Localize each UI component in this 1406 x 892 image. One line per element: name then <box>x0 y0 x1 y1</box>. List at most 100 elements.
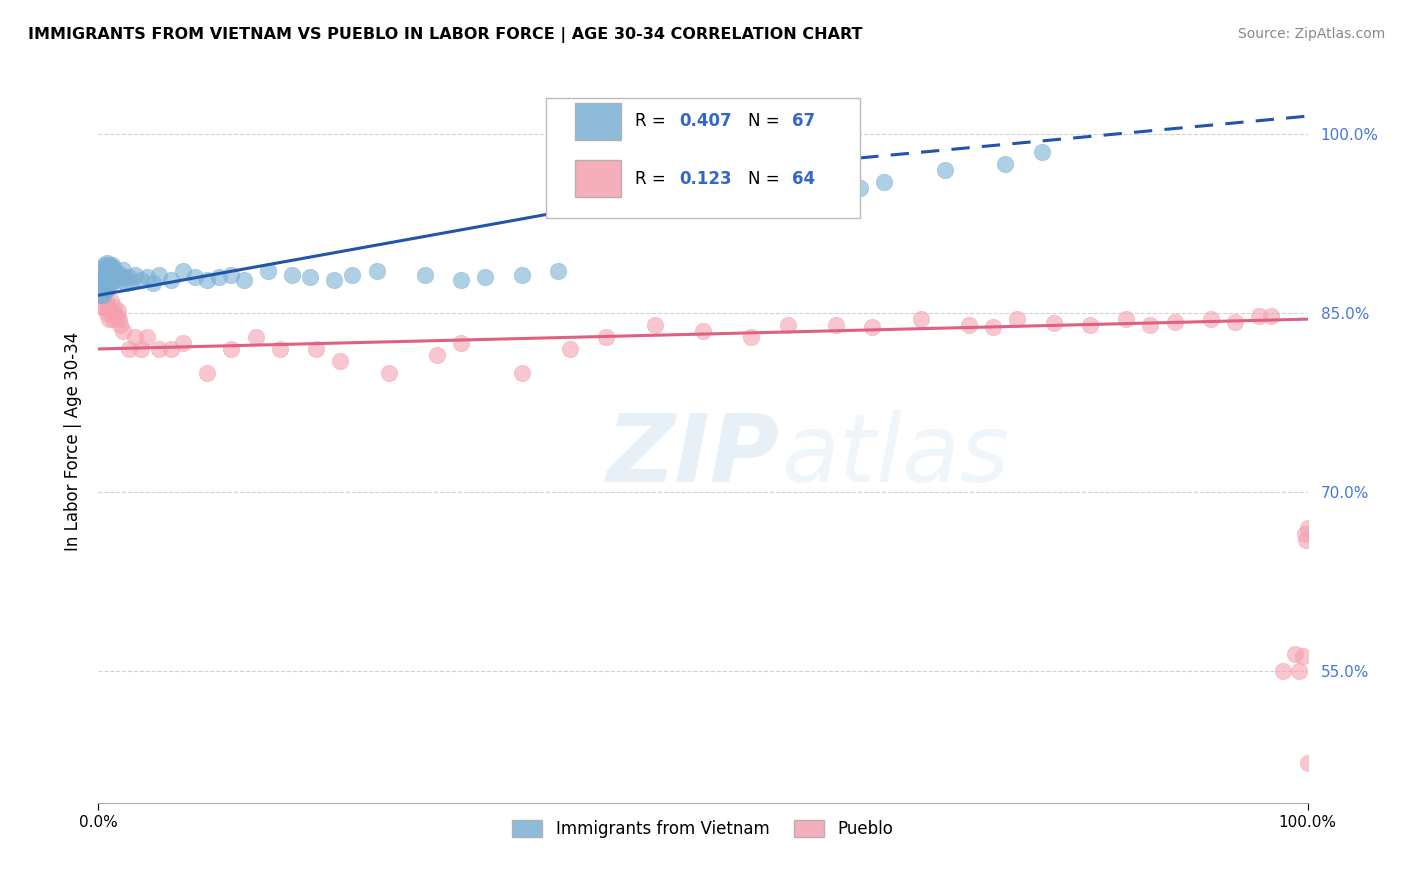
Point <box>96 306 118 320</box>
Point <box>97 263 120 277</box>
Point <box>94 273 117 287</box>
Point <box>305 342 328 356</box>
Point <box>91 264 114 278</box>
Point <box>873 175 896 189</box>
Point <box>1288 665 1310 679</box>
Point <box>910 312 932 326</box>
Legend: Immigrants from Vietnam, Pueblo: Immigrants from Vietnam, Pueblo <box>506 814 900 845</box>
Point <box>98 259 121 273</box>
Point <box>115 277 138 291</box>
Point <box>172 336 194 351</box>
Point <box>100 294 122 309</box>
Point <box>148 268 170 282</box>
Point <box>377 366 399 380</box>
Point <box>957 318 980 332</box>
Point <box>103 300 125 314</box>
Text: N =: N = <box>748 112 785 130</box>
Text: Source: ZipAtlas.com: Source: ZipAtlas.com <box>1237 27 1385 41</box>
Point <box>450 273 472 287</box>
Point <box>111 263 134 277</box>
Point <box>94 294 117 309</box>
Point <box>124 268 146 282</box>
Point <box>160 342 183 356</box>
Point <box>142 277 165 291</box>
Point <box>1078 318 1101 332</box>
Point <box>1139 318 1161 332</box>
Y-axis label: In Labor Force | Age 30-34: In Labor Force | Age 30-34 <box>63 332 82 551</box>
Point <box>90 288 112 302</box>
Point <box>269 342 291 356</box>
Point <box>100 306 122 320</box>
Point <box>1284 647 1306 661</box>
Point <box>148 342 170 356</box>
Point <box>776 318 799 332</box>
Point <box>1007 312 1029 326</box>
Point <box>413 268 436 282</box>
Point <box>860 320 883 334</box>
Point <box>1272 665 1295 679</box>
Point <box>98 270 121 285</box>
Point <box>281 268 304 282</box>
Point <box>90 288 112 302</box>
Point <box>510 366 533 380</box>
Point <box>1163 314 1185 328</box>
Point <box>195 273 218 287</box>
Point <box>232 273 254 287</box>
Point <box>96 282 118 296</box>
Point <box>100 259 122 273</box>
Point <box>1296 521 1319 535</box>
Point <box>135 270 157 285</box>
Text: IMMIGRANTS FROM VIETNAM VS PUEBLO IN LABOR FORCE | AGE 30-34 CORRELATION CHART: IMMIGRANTS FROM VIETNAM VS PUEBLO IN LAB… <box>28 27 863 43</box>
Point <box>195 366 218 380</box>
Point <box>342 268 364 282</box>
Text: 0.123: 0.123 <box>679 169 731 187</box>
Point <box>692 324 714 338</box>
Point <box>120 275 142 289</box>
Point <box>89 277 111 291</box>
Point <box>256 264 278 278</box>
Point <box>101 312 124 326</box>
Point <box>108 312 131 326</box>
Point <box>208 270 231 285</box>
Point <box>474 270 496 285</box>
Point <box>118 342 141 356</box>
Point <box>329 354 352 368</box>
Point <box>1223 314 1246 328</box>
Point <box>93 282 115 296</box>
Point <box>89 282 111 296</box>
Point <box>160 273 183 287</box>
Point <box>184 270 207 285</box>
Point <box>221 268 243 282</box>
Point <box>981 320 1004 334</box>
Point <box>129 273 152 287</box>
Point <box>94 282 117 296</box>
Point <box>124 330 146 344</box>
Point <box>100 270 122 285</box>
Point <box>558 342 581 356</box>
Point <box>100 277 122 291</box>
Point <box>510 268 533 282</box>
Point <box>849 180 872 194</box>
Point <box>91 300 114 314</box>
Point <box>1042 316 1064 330</box>
Point <box>108 318 131 332</box>
Point <box>1115 312 1137 326</box>
Point <box>221 342 243 356</box>
Point <box>105 270 128 285</box>
Point <box>450 336 472 351</box>
Point <box>103 264 125 278</box>
Point <box>108 273 131 287</box>
Point <box>107 266 129 280</box>
Text: atlas: atlas <box>782 410 1010 501</box>
Point <box>135 330 157 344</box>
Point <box>1294 527 1316 541</box>
Point <box>104 268 127 282</box>
Point <box>91 300 114 314</box>
Text: R =: R = <box>636 112 671 130</box>
Point <box>91 277 114 291</box>
Point <box>299 270 322 285</box>
Point <box>129 342 152 356</box>
Point <box>94 264 117 278</box>
Point <box>1031 145 1053 159</box>
Point <box>1295 533 1317 547</box>
